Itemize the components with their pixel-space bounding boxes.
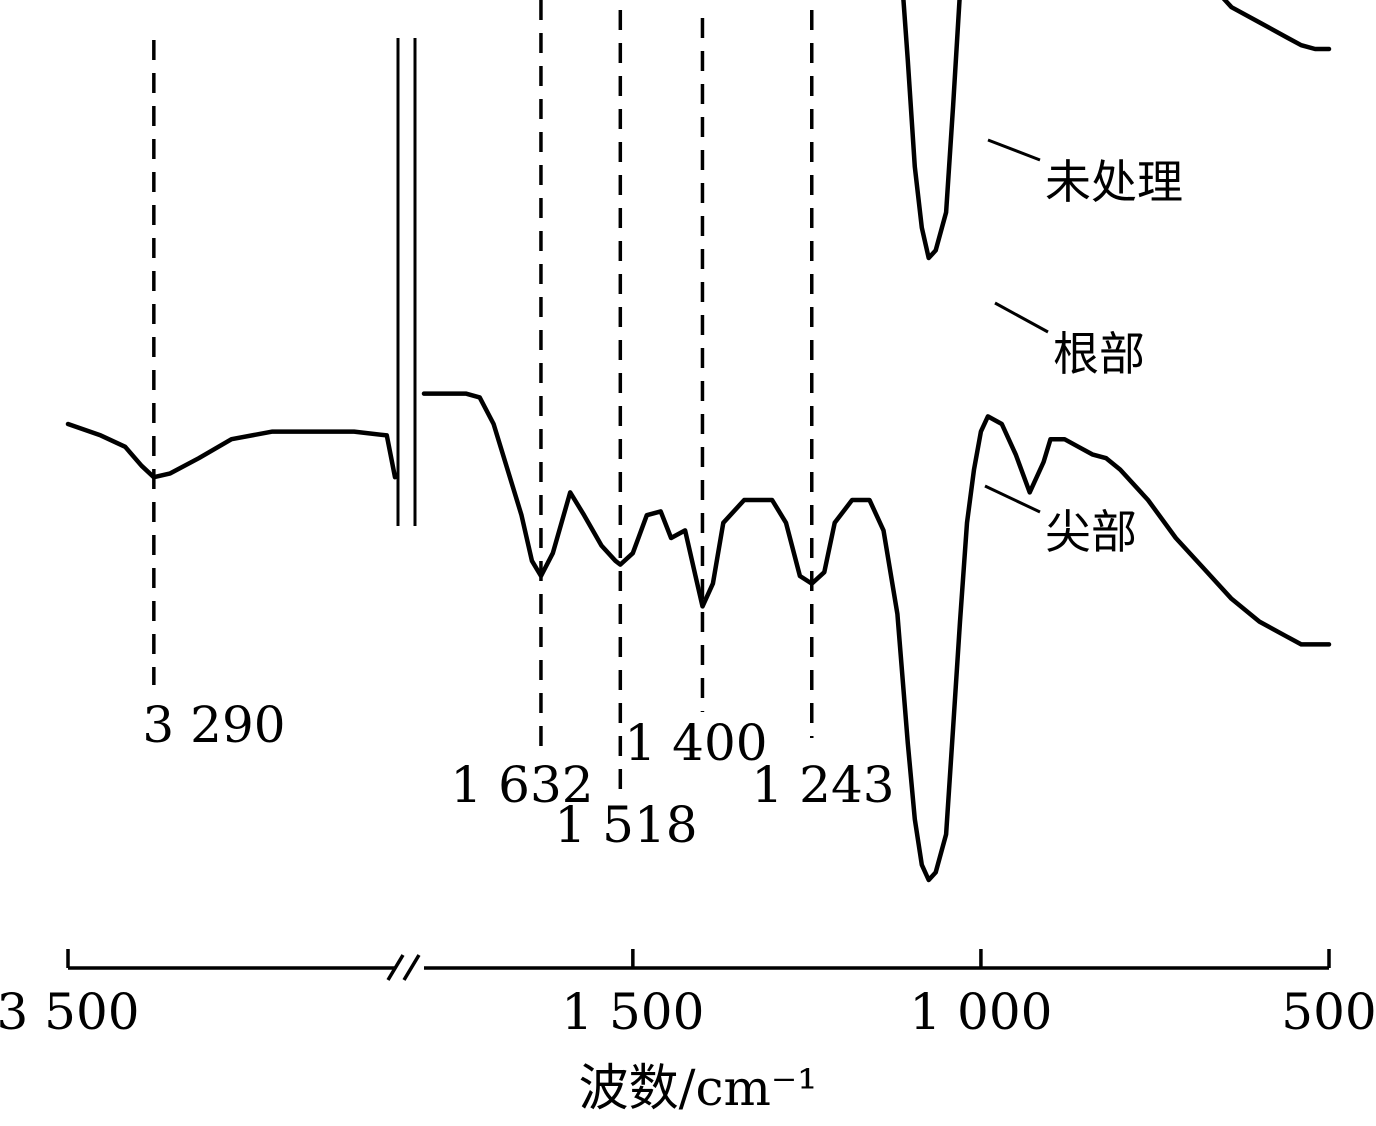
x-tick-label-1000: 1 000	[909, 983, 1052, 1041]
x-tick-label-500: 500	[1281, 983, 1376, 1041]
x-axis-break-mark-2	[402, 954, 421, 981]
peak-label-1632: 1 632	[450, 756, 593, 814]
series-label-根部: 根部	[1053, 327, 1145, 381]
x-tick-label-3500: 3 500	[0, 983, 140, 1041]
x-axis-break-mark-1	[386, 954, 405, 981]
series-label-leader-尖部	[984, 484, 1041, 514]
x-tick-label-1500: 1 500	[561, 983, 704, 1041]
series-label-leader-根部	[994, 301, 1049, 334]
series-尖部-segment-2	[421, 391, 1332, 883]
peak-label-1518: 1 518	[554, 796, 697, 854]
peak-label-1243: 1 243	[751, 756, 894, 814]
x-axis: 3 500 1 500 1 000 500	[0, 949, 1376, 1041]
series-根部-segment-2	[901, 0, 1332, 261]
axis-break	[396, 38, 417, 526]
series-label-leader-未处理	[987, 138, 1041, 162]
peak-label-1400: 1 400	[624, 714, 767, 772]
spectra	[65, 0, 1332, 883]
x-axis-label: 波数/cm⁻¹	[579, 1059, 818, 1117]
series-尖部-segment-1	[65, 421, 398, 480]
peak-label-3290: 3 290	[142, 696, 285, 754]
series-label-尖部: 尖部	[1045, 505, 1137, 559]
series-label-未处理: 未处理	[1045, 155, 1183, 209]
